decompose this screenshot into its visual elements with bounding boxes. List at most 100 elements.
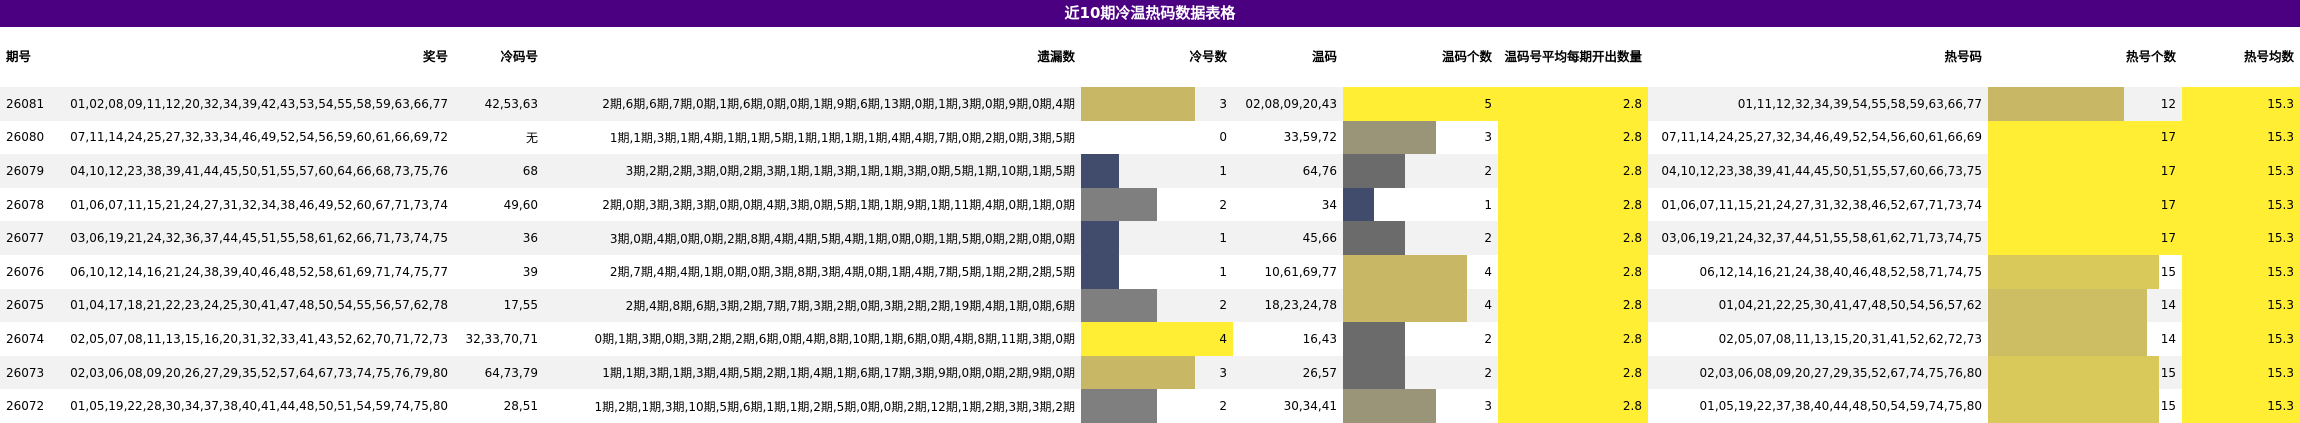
table-row: 26076 06,10,12,14,16,21,24,38,39,40,46,48… — [0, 254, 2300, 289]
hot-count-cell-value: 17 — [2160, 163, 2176, 178]
hot-avg-cell: 15.3 — [2182, 254, 2300, 289]
cold-count-cell-value: 1 — [1219, 231, 1227, 246]
warm-codes-cell: 45,66 — [1233, 221, 1343, 255]
omission-cell: 3期,2期,2期,3期,0期,2期,3期,1期,1期,3期,1期,1期,3期,0… — [544, 154, 1081, 188]
hot-avg-cell: 15.3 — [2182, 87, 2300, 121]
header-hot-codes: 热号码 — [1648, 27, 1988, 87]
cold-count-cell-value: 0 — [1219, 130, 1227, 145]
cold-codes-cell: 36 — [454, 221, 544, 255]
hot-count-cell-bar — [1988, 288, 2148, 323]
table-row: 26077 03,06,19,21,24,32,36,37,44,45,51,55… — [0, 221, 2300, 255]
hot-codes-cell: 01,06,07,11,15,21,24,27,31,32,38,46,52,6… — [1648, 187, 1988, 222]
hot-count-cell-value: 15 — [2160, 399, 2176, 414]
warm-count-cell: 3 — [1343, 389, 1498, 423]
hot-count-cell-value: 17 — [2160, 130, 2176, 145]
warm-count-cell: 2 — [1343, 154, 1498, 188]
cold-count-cell: 1 — [1081, 221, 1233, 255]
cold-count-cell-value: 3 — [1219, 96, 1227, 111]
table-row: 26080 07,11,14,24,25,27,32,33,34,46,49,52… — [0, 120, 2300, 155]
warm-avg-cell: 2.8 — [1498, 288, 1648, 323]
warm-avg-cell: 2.8 — [1498, 254, 1648, 289]
header-warm-count: 温码个数 — [1343, 27, 1498, 87]
omission-cell: 2期,6期,6期,7期,0期,1期,6期,0期,0期,1期,9期,6期,13期,… — [544, 87, 1081, 121]
header-warm-avg: 温码号平均每期开出数量 — [1498, 27, 1648, 87]
warm-count-cell-bar — [1343, 187, 1374, 222]
cold-count-cell-bar — [1081, 355, 1195, 390]
hot-count-cell-bar — [1988, 389, 2159, 423]
cold-count-cell-bar — [1081, 389, 1157, 423]
table-row: 26072 01,05,19,22,28,30,34,37,38,40,41,44… — [0, 389, 2300, 423]
cold-codes-cell: 无 — [454, 120, 544, 155]
cold-count-cell: 4 — [1081, 322, 1233, 356]
omission-cell: 1期,1期,3期,1期,3期,4期,5期,2期,1期,4期,1期,6期,17期,… — [544, 355, 1081, 390]
hot-avg-cell: 15.3 — [2182, 187, 2300, 222]
cold-count-cell-value: 2 — [1219, 399, 1227, 414]
hot-count-cell-bar — [1988, 322, 2148, 356]
cold-codes-cell: 28,51 — [454, 389, 544, 423]
table-body: 26081 01,02,08,09,11,12,20,32,34,39,42,43… — [0, 87, 2300, 423]
hot-count-cell-value: 12 — [2160, 96, 2176, 111]
hot-count-cell-value: 17 — [2160, 197, 2176, 212]
hot-count-cell: 17 — [1988, 120, 2182, 155]
period-cell: 26080 — [0, 120, 54, 155]
hot-codes-cell: 02,03,06,08,09,20,27,29,35,52,67,74,75,7… — [1648, 355, 1988, 390]
hot-codes-cell: 07,11,14,24,25,27,32,34,46,49,52,54,56,6… — [1648, 120, 1988, 155]
hot-codes-cell: 06,12,14,16,21,24,38,40,46,48,52,58,71,7… — [1648, 254, 1988, 289]
warm-count-cell: 4 — [1343, 254, 1498, 289]
header-period: 期号 — [0, 27, 54, 87]
header-hot-count: 热号个数 — [1988, 27, 2182, 87]
cold-count-cell: 1 — [1081, 154, 1233, 188]
warm-codes-cell: 02,08,09,20,43 — [1233, 87, 1343, 121]
table-row: 26079 04,10,12,23,38,39,41,44,45,50,51,55… — [0, 154, 2300, 188]
header-warm-codes: 温码 — [1233, 27, 1343, 87]
warm-count-cell: 5 — [1343, 87, 1498, 121]
hot-avg-cell: 15.3 — [2182, 355, 2300, 390]
hot-count-cell-value: 15 — [2160, 264, 2176, 279]
header-hot-avg: 热号均数 — [2182, 27, 2300, 87]
cold-count-cell-bar — [1081, 322, 1233, 356]
hot-count-cell: 12 — [1988, 87, 2182, 121]
warm-count-cell-value: 2 — [1484, 331, 1492, 346]
table-title: 近10期冷温热码数据表格 — [0, 0, 2300, 27]
omission-cell: 2期,4期,8期,6期,3期,2期,7期,7期,3期,2期,0期,3期,2期,2… — [544, 288, 1081, 323]
hot-avg-cell: 15.3 — [2182, 120, 2300, 155]
warm-count-cell-value: 4 — [1484, 298, 1492, 313]
hot-count-cell-value: 17 — [2160, 231, 2176, 246]
hot-count-cell-value: 15 — [2160, 365, 2176, 380]
hot-avg-cell: 15.3 — [2182, 322, 2300, 356]
hot-codes-cell: 04,10,12,23,38,39,41,44,45,50,51,55,57,6… — [1648, 154, 1988, 188]
warm-codes-cell: 34 — [1233, 187, 1343, 222]
hot-count-cell-value: 14 — [2160, 298, 2176, 313]
warm-count-cell-bar — [1343, 389, 1436, 423]
cold-codes-cell: 49,60 — [454, 187, 544, 222]
cold-codes-cell: 64,73,79 — [454, 355, 544, 390]
prize-cell: 01,02,08,09,11,12,20,32,34,39,42,43,53,5… — [54, 87, 454, 121]
warm-codes-cell: 10,61,69,77 — [1233, 254, 1343, 289]
warm-codes-cell: 18,23,24,78 — [1233, 288, 1343, 323]
warm-count-cell-value: 1 — [1484, 197, 1492, 212]
header-cold-count: 冷号数 — [1081, 27, 1233, 87]
warm-count-cell-bar — [1343, 87, 1498, 121]
prize-cell: 04,10,12,23,38,39,41,44,45,50,51,55,57,6… — [54, 154, 454, 188]
hot-codes-cell: 02,05,07,08,11,13,15,20,31,41,52,62,72,7… — [1648, 322, 1988, 356]
prize-cell: 03,06,19,21,24,32,36,37,44,45,51,55,58,6… — [54, 221, 454, 255]
warm-avg-cell: 2.8 — [1498, 322, 1648, 356]
warm-count-cell: 4 — [1343, 288, 1498, 323]
hot-codes-cell: 01,04,21,22,25,30,41,47,48,50,54,56,57,6… — [1648, 288, 1988, 323]
hot-count-cell-bar — [1988, 221, 2182, 255]
warm-avg-cell: 2.8 — [1498, 221, 1648, 255]
prize-cell: 02,03,06,08,09,20,26,27,29,35,52,57,64,6… — [54, 355, 454, 390]
period-cell: 26079 — [0, 154, 54, 188]
period-cell: 26072 — [0, 389, 54, 423]
warm-count-cell-bar — [1343, 154, 1405, 188]
hot-count-cell-bar — [1988, 355, 2159, 390]
warm-avg-cell: 2.8 — [1498, 154, 1648, 188]
warm-count-cell-bar — [1343, 120, 1436, 155]
hot-count-cell: 17 — [1988, 154, 2182, 188]
lottery-table: 期号 奖号 冷码号 遗漏数 冷号数 温码 温码个数 温码号平均每期开出数量 热号… — [0, 27, 2300, 423]
warm-count-cell-value: 3 — [1484, 130, 1492, 145]
hot-count-cell-value: 14 — [2160, 331, 2176, 346]
omission-cell: 2期,7期,4期,4期,1期,0期,0期,3期,8期,3期,4期,0期,1期,4… — [544, 254, 1081, 289]
warm-count-cell-bar — [1343, 254, 1467, 289]
